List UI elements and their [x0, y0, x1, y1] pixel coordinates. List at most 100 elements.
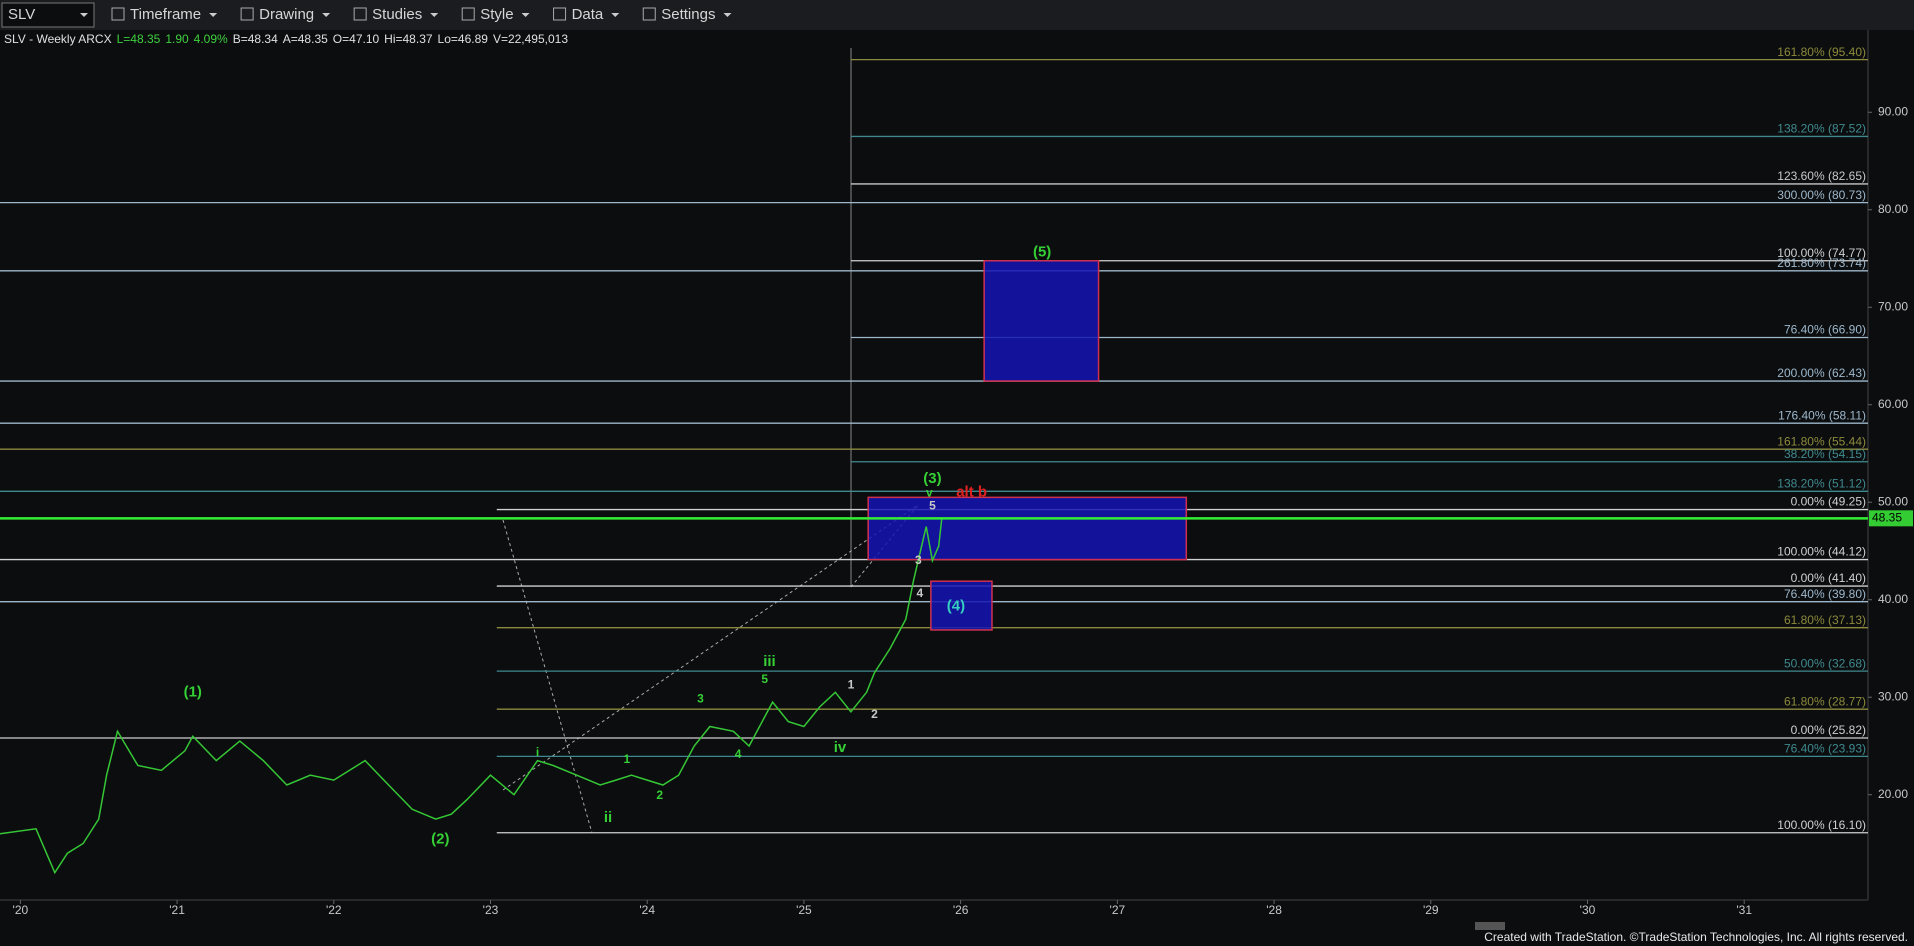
wave-label: (4) [947, 598, 965, 615]
fib-label: 76.40% (66.90) [1784, 323, 1866, 337]
scrollbar[interactable] [1475, 922, 1505, 930]
x-tick-label: '25 [796, 903, 812, 917]
footer: Created with TradeStation. ©TradeStation… [1484, 930, 1908, 944]
x-tick-label: '29 [1423, 903, 1439, 917]
fib-label: 138.20% (51.12) [1777, 476, 1866, 490]
quote-field: 1.90 [165, 32, 189, 46]
y-tick-label: 50.00 [1878, 494, 1908, 508]
quote-field: Hi=48.37 [384, 32, 433, 46]
toolbar-button[interactable]: Data [572, 6, 604, 23]
wave-label: 2 [871, 707, 878, 721]
fib-label: 261.80% (73.74) [1777, 256, 1866, 270]
toolbar-icon [111, 7, 125, 21]
wave-label: 5 [761, 672, 768, 686]
x-tick-label: '23 [483, 903, 499, 917]
wave-label: 2 [656, 788, 663, 802]
x-tick-label: '27 [1110, 903, 1126, 917]
wave-label: 4 [735, 747, 742, 761]
quote-field: V=22,495,013 [493, 32, 568, 46]
dropdown-arrow [209, 13, 218, 17]
dropdown-arrow [611, 13, 620, 17]
toolbar-button[interactable]: Studies [372, 6, 422, 23]
symbol-box[interactable] [1, 2, 95, 28]
target-zone [867, 496, 1188, 561]
toolbar-icon [461, 7, 475, 21]
fib-label: 200.00% (62.43) [1777, 366, 1866, 380]
price-line [0, 518, 943, 875]
wave-label: (1) [184, 683, 202, 700]
toolbar-button[interactable]: Settings [661, 6, 715, 23]
symbol[interactable]: SLV [8, 6, 35, 23]
fib-label: 100.00% (74.77) [1777, 246, 1866, 260]
quote-field: Lo=46.89 [438, 32, 489, 46]
wave-label: 5 [929, 498, 936, 512]
y-tick-label: 60.00 [1878, 397, 1908, 411]
toolbar-icon [553, 7, 567, 21]
quote-field: A=48.35 [283, 32, 328, 46]
toolbar-button[interactable]: Drawing [259, 6, 314, 23]
wave-label: i [536, 745, 539, 759]
trend-line [502, 519, 593, 834]
last-price-label: 48.35 [1872, 510, 1902, 524]
toolbar-items: Timeframe Drawing Studies Style Data Settings [111, 6, 732, 23]
fib-label: 38.20% (54.15) [1784, 447, 1866, 461]
wave-label: 4 [917, 586, 924, 600]
toolbar-button[interactable]: Style [480, 6, 513, 23]
fib-label: 61.80% (28.77) [1784, 694, 1866, 708]
quote-field: B=48.34 [233, 32, 278, 46]
fib-label: 161.80% (55.44) [1777, 434, 1866, 448]
x-tick-label: '20 [13, 903, 29, 917]
y-tick-label: 20.00 [1878, 787, 1908, 801]
fib-label: 138.20% (87.52) [1777, 122, 1866, 136]
dropdown-arrow [521, 13, 530, 17]
target-zone [930, 580, 993, 631]
last-price-tag [1869, 510, 1913, 527]
fib-label: 161.80% (95.40) [1777, 45, 1866, 59]
wave-label: alt b [956, 483, 987, 500]
trend-line [502, 504, 919, 791]
y-tick-label: 90.00 [1878, 104, 1908, 118]
dropdown-arrow [430, 13, 439, 17]
toolbar-button[interactable]: Timeframe [130, 6, 201, 23]
fib-label: 123.60% (82.65) [1777, 169, 1866, 183]
toolbar-icon [353, 7, 367, 21]
quote-field: L=48.35 [117, 32, 161, 46]
x-tick-label: '28 [1266, 903, 1282, 917]
target-zone [983, 259, 1100, 382]
y-tick-label: 40.00 [1878, 592, 1908, 606]
wave-label: v [926, 486, 933, 500]
fib-label: 76.40% (23.93) [1784, 742, 1866, 756]
fib-label: 100.00% (44.12) [1777, 545, 1866, 559]
fib-label: 0.00% (41.40) [1791, 571, 1866, 585]
fib-label: 176.40% (58.11) [1778, 408, 1866, 422]
fib-label: 50.00% (32.68) [1784, 656, 1866, 670]
fib-label: 76.40% (39.80) [1784, 587, 1866, 601]
x-tick-label: '31 [1736, 903, 1752, 917]
wave-label: (3) [923, 470, 941, 487]
wave-label: 3 [697, 691, 704, 705]
wave-label: 3 [915, 553, 922, 567]
fib-label: 0.00% (49.25) [1791, 495, 1866, 509]
quote-field: SLV - Weekly ARCX [4, 32, 112, 46]
fib-label: 0.00% (25.82) [1791, 723, 1866, 737]
x-tick-label: '30 [1580, 903, 1596, 917]
quote-field: O=47.10 [333, 32, 380, 46]
fib-label: 300.00% (80.73) [1777, 188, 1866, 202]
y-tick-label: 30.00 [1878, 689, 1908, 703]
y-tick-label: 80.00 [1878, 202, 1908, 216]
dropdown-arrow [80, 13, 88, 17]
wave-label: 1 [848, 678, 855, 692]
x-tick-label: '21 [169, 903, 185, 917]
dropdown-arrow [322, 13, 331, 17]
wave-label: 1 [624, 752, 631, 766]
dropdown-arrow [723, 13, 732, 17]
fib-label: 100.00% (16.10) [1777, 818, 1866, 832]
fib-label: 61.80% (37.13) [1784, 613, 1866, 627]
wave-label: iii [763, 653, 776, 670]
wave-label: iv [834, 739, 847, 756]
wave-label: (5) [1033, 244, 1051, 261]
toolbar-icon [240, 7, 254, 21]
x-tick-label: '22 [326, 903, 342, 917]
